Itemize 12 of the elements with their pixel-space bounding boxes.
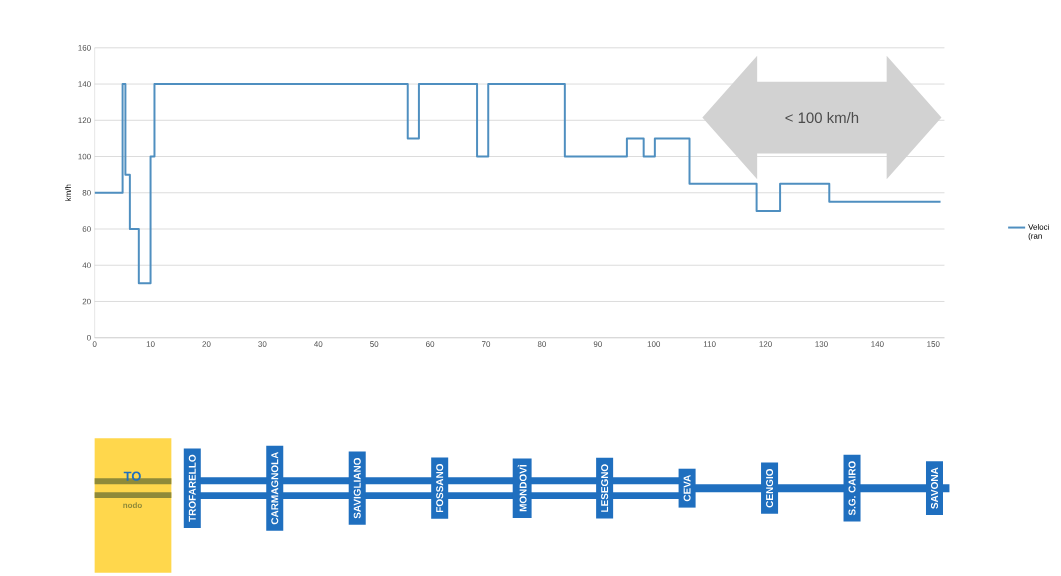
text: S.G. CAIRO — [848, 461, 856, 516]
annotation: < 100 km/h — [785, 112, 859, 124]
text: CENGIO — [766, 469, 774, 508]
text: TROFARELLO — [188, 454, 196, 522]
text: TO — [123, 471, 141, 481]
text: SAVONA — [930, 467, 939, 509]
text: CARMAGNOLA — [271, 451, 279, 525]
text: SAVIGLIANO — [353, 458, 361, 519]
text: CEVA — [683, 475, 691, 502]
text: LESEGNO — [601, 464, 609, 512]
text: FOSSANO — [436, 464, 444, 513]
text: MONDOVÌ — [517, 464, 527, 512]
